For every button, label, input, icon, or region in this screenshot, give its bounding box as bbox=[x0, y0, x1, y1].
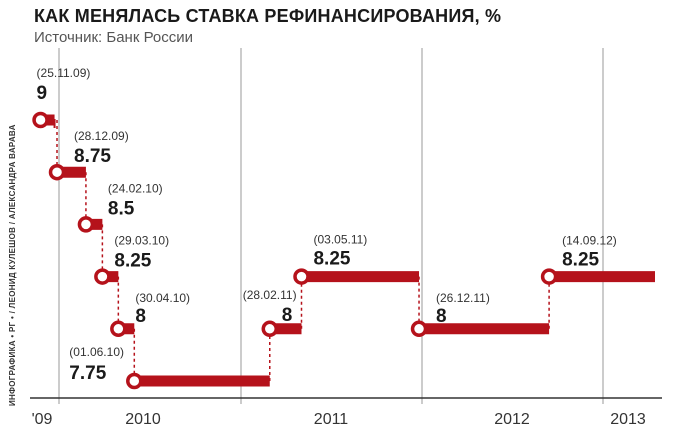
value-label: 9 bbox=[37, 83, 48, 104]
rate-labels: (25.11.09) 9 (28.12.09) 8.75 (24.02.10) 8.5 (2… bbox=[37, 66, 617, 384]
value-label: 7.75 bbox=[69, 363, 106, 384]
value-label: 8.25 bbox=[313, 249, 350, 270]
value-label: 8 bbox=[436, 306, 447, 327]
chart-title: КАК МЕНЯЛАСЬ СТАВКА РЕФИНАНСИРОВАНИЯ, % bbox=[34, 6, 502, 26]
chart-subtitle: Источник: Банк России bbox=[34, 29, 194, 46]
date-label: (14.09.12) bbox=[562, 234, 617, 248]
x-tick-label: '09 bbox=[32, 411, 53, 428]
date-label: (28.02.11) bbox=[243, 288, 297, 302]
rate-marker bbox=[32, 111, 49, 129]
rate-marker bbox=[410, 320, 428, 338]
rate-marker bbox=[77, 216, 95, 233]
date-label: (26.12.11) bbox=[436, 291, 490, 305]
x-tick-label: 2011 bbox=[314, 411, 349, 428]
value-label: 8.75 bbox=[74, 146, 111, 167]
x-tick-label: 2012 bbox=[494, 411, 530, 428]
rate-marker bbox=[540, 268, 558, 285]
date-label: (30.04.10) bbox=[135, 291, 190, 305]
x-tick-label: 2010 bbox=[125, 411, 161, 428]
x-axis: '09 2010 2011 2012 2013 bbox=[30, 397, 662, 428]
drop-lines bbox=[53, 119, 550, 381]
value-label: 8 bbox=[282, 305, 293, 326]
x-tick-label: 2013 bbox=[610, 411, 646, 428]
rate-marker bbox=[110, 320, 127, 338]
date-label: (01.06.10) bbox=[69, 345, 124, 359]
date-label: (29.03.10) bbox=[114, 234, 169, 248]
rate-marker bbox=[48, 163, 66, 181]
value-label: 8.25 bbox=[562, 250, 599, 271]
value-label: 8.5 bbox=[108, 198, 135, 219]
rate-marker bbox=[293, 268, 310, 285]
date-label: (03.05.11) bbox=[313, 233, 367, 247]
rate-marker bbox=[261, 320, 279, 338]
rate-markers bbox=[32, 111, 558, 390]
date-label: (24.02.10) bbox=[108, 181, 163, 195]
date-label: (25.11.09) bbox=[37, 66, 91, 80]
rate-marker bbox=[94, 268, 111, 285]
value-label: 8.25 bbox=[114, 251, 151, 272]
date-label: (28.12.09) bbox=[74, 129, 129, 143]
grid-lines bbox=[58, 48, 604, 404]
value-label: 8 bbox=[135, 306, 146, 327]
rate-marker bbox=[126, 372, 143, 390]
